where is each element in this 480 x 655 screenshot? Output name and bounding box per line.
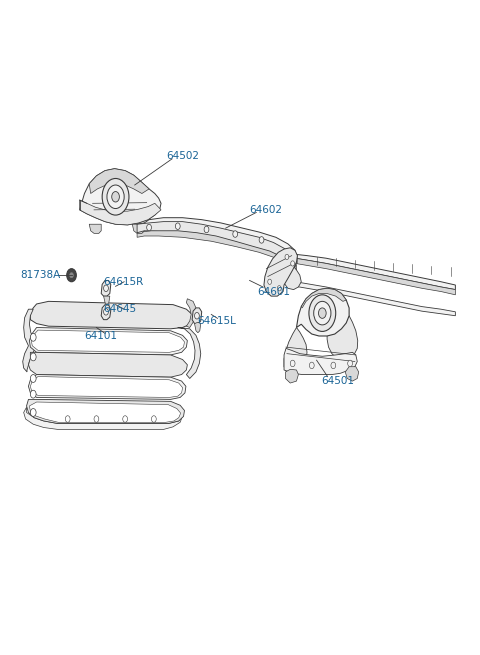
Polygon shape — [28, 375, 186, 400]
Circle shape — [348, 360, 352, 367]
Polygon shape — [137, 221, 297, 267]
Polygon shape — [284, 328, 307, 375]
Circle shape — [102, 178, 129, 215]
Circle shape — [147, 224, 152, 231]
Text: 64602: 64602 — [250, 205, 283, 215]
Circle shape — [67, 269, 76, 282]
Polygon shape — [24, 407, 182, 430]
Circle shape — [152, 416, 156, 422]
Circle shape — [30, 333, 36, 341]
Circle shape — [123, 416, 128, 422]
Circle shape — [30, 353, 36, 361]
Polygon shape — [283, 265, 301, 290]
Polygon shape — [301, 288, 346, 308]
Polygon shape — [284, 348, 357, 375]
Polygon shape — [178, 328, 201, 379]
Circle shape — [175, 223, 180, 229]
Polygon shape — [23, 309, 39, 372]
Circle shape — [310, 362, 314, 369]
Polygon shape — [264, 248, 298, 296]
Polygon shape — [104, 296, 110, 305]
Text: 81738A: 81738A — [20, 271, 60, 280]
Polygon shape — [137, 217, 295, 254]
Text: 64615R: 64615R — [104, 277, 144, 287]
Polygon shape — [31, 330, 184, 352]
Circle shape — [94, 416, 99, 422]
Polygon shape — [30, 301, 193, 329]
Circle shape — [30, 390, 36, 398]
Circle shape — [277, 286, 281, 291]
Polygon shape — [28, 352, 187, 377]
Circle shape — [30, 375, 36, 383]
Circle shape — [291, 261, 295, 266]
Circle shape — [65, 416, 70, 422]
Polygon shape — [29, 402, 180, 422]
Polygon shape — [297, 288, 349, 336]
Polygon shape — [194, 322, 201, 333]
Polygon shape — [186, 299, 196, 328]
Polygon shape — [192, 308, 202, 324]
Polygon shape — [288, 254, 456, 290]
Text: 64615L: 64615L — [197, 316, 236, 326]
Polygon shape — [137, 228, 297, 270]
Text: 64502: 64502 — [166, 151, 199, 161]
Polygon shape — [80, 169, 161, 225]
Polygon shape — [89, 224, 101, 233]
Polygon shape — [26, 400, 184, 424]
Circle shape — [268, 279, 272, 284]
Polygon shape — [327, 316, 358, 360]
Polygon shape — [89, 169, 149, 193]
Polygon shape — [101, 280, 111, 296]
Circle shape — [194, 312, 199, 319]
Circle shape — [104, 309, 108, 315]
Circle shape — [112, 191, 120, 202]
Circle shape — [314, 301, 331, 325]
Circle shape — [233, 231, 238, 237]
Circle shape — [285, 254, 289, 259]
Text: 64101: 64101 — [84, 331, 118, 341]
Circle shape — [204, 226, 209, 233]
Polygon shape — [101, 305, 111, 320]
Text: 64601: 64601 — [257, 286, 290, 297]
Circle shape — [290, 360, 295, 367]
Circle shape — [70, 272, 73, 278]
Circle shape — [30, 409, 36, 417]
Circle shape — [107, 185, 124, 208]
Polygon shape — [30, 377, 182, 398]
Text: 64645: 64645 — [104, 304, 137, 314]
Circle shape — [319, 308, 326, 318]
Polygon shape — [29, 328, 187, 355]
Polygon shape — [288, 258, 456, 295]
Circle shape — [309, 295, 336, 331]
Polygon shape — [132, 224, 144, 233]
Polygon shape — [286, 369, 299, 383]
Circle shape — [104, 285, 108, 291]
Polygon shape — [288, 280, 456, 316]
Polygon shape — [345, 367, 359, 381]
Circle shape — [331, 362, 336, 369]
Polygon shape — [80, 200, 161, 225]
Circle shape — [259, 236, 264, 243]
Text: 64501: 64501 — [322, 376, 354, 386]
